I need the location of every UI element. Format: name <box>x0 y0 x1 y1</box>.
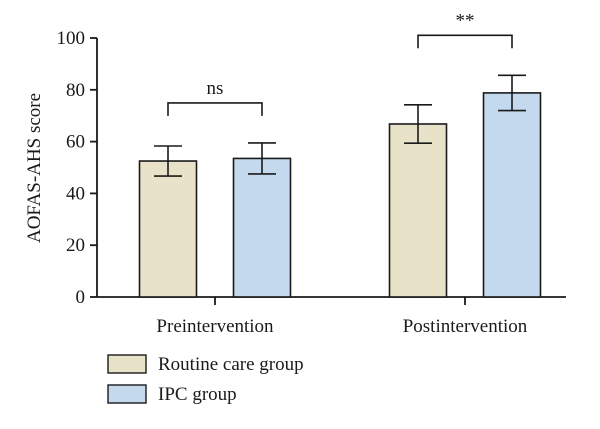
y-tick-label: 100 <box>57 28 86 49</box>
y-axis-title: AOFAS-AHS score <box>24 93 45 243</box>
legend-label: Routine care group <box>158 354 304 375</box>
significance-annotations: ns ** <box>167 10 513 116</box>
bar <box>138 160 198 298</box>
bar <box>482 92 542 298</box>
legend-label: IPC group <box>158 384 237 405</box>
significance-bracket <box>167 102 263 116</box>
chart-legend: Routine care group IPC group <box>107 354 304 405</box>
x-tick-label: Preintervention <box>156 316 274 337</box>
y-tick-label: 0 <box>76 287 86 308</box>
chart-axes: 0 20 40 60 80 100 Preintervention Postintervent… <box>57 28 566 337</box>
significance-label: ns <box>207 78 224 99</box>
legend-swatch <box>107 354 147 374</box>
significance-bracket <box>417 34 513 49</box>
bar <box>388 123 448 298</box>
error-bars <box>154 74 526 177</box>
significance-label: ** <box>456 10 475 31</box>
y-tick-label: 40 <box>66 183 85 204</box>
y-tick-label: 60 <box>66 132 85 153</box>
legend-swatch <box>107 384 147 404</box>
x-tick-label: Postintervention <box>403 316 528 337</box>
y-tick-label: 20 <box>66 235 85 256</box>
bar <box>232 157 292 298</box>
y-tick-label: 80 <box>66 80 85 101</box>
chart-bars <box>138 92 542 298</box>
